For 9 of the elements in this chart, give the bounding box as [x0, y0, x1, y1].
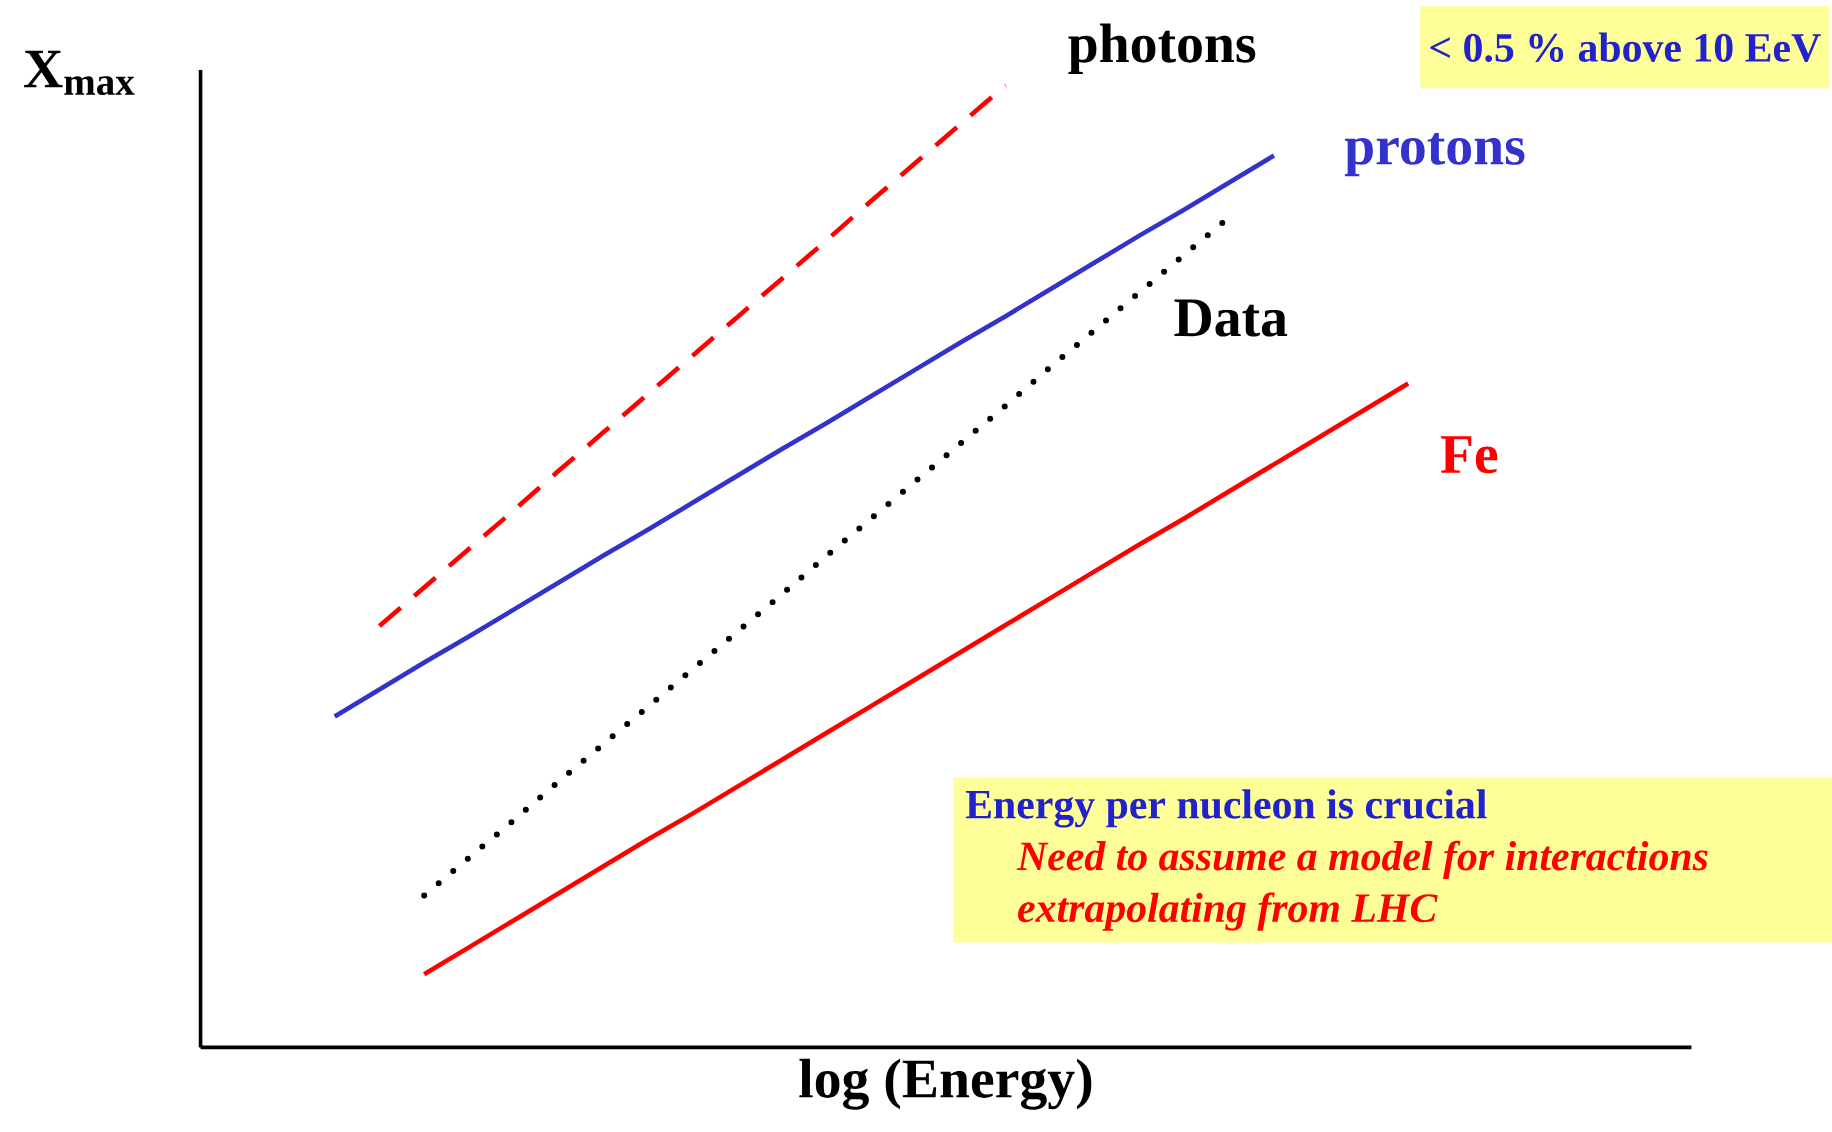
y-axis-title: X$_{max}$ [24, 50, 135, 96]
x-axis-title: log (Energy) [799, 1058, 1092, 1110]
text: < 0.5 % above 10 EeV [1430, 32, 1821, 63]
series-label: Fe [1440, 436, 1498, 474]
series-label: Data [1174, 299, 1288, 337]
series-label: protons [1344, 133, 1525, 177]
series-label: photons [1068, 23, 1256, 75]
annotation: Need to assume a model for interactions extrapolating from LHC [1016, 840, 1708, 931]
annotation: Energy per nucleon is crucial [965, 789, 1487, 828]
